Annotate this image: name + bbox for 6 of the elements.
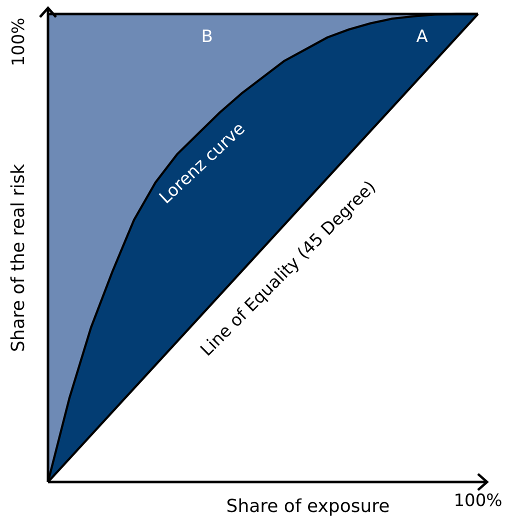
x-axis-title: Share of exposure xyxy=(226,496,390,517)
y-axis-title: Share of the real risk xyxy=(8,163,29,352)
annotation: B xyxy=(201,27,213,47)
text: 100% xyxy=(9,18,29,66)
annotation: A xyxy=(416,27,428,47)
text: 100% xyxy=(454,491,502,511)
